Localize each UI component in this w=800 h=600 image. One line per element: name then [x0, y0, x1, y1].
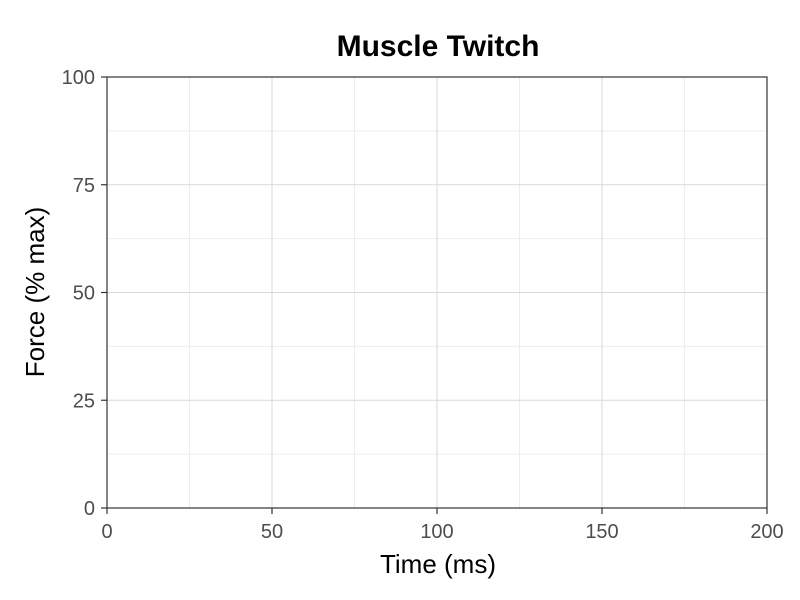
y-axis: 0 25 50 75 100 [62, 67, 107, 520]
y-tick-label: 25 [73, 390, 95, 412]
x-axis-label: Time (ms) [380, 549, 496, 579]
x-tick-label: 0 [101, 521, 112, 543]
x-tick-label: 150 [585, 521, 618, 543]
x-axis: 0 50 100 150 200 [101, 508, 784, 543]
x-tick-label: 50 [261, 521, 283, 543]
chart-title: Muscle Twitch [337, 30, 540, 63]
y-tick-label: 100 [62, 67, 95, 89]
y-tick-label: 50 [73, 283, 95, 305]
x-tick-label: 100 [420, 521, 453, 543]
y-tick-label: 0 [84, 498, 95, 520]
y-tick-label: 75 [73, 175, 95, 197]
grid [106, 76, 768, 509]
y-axis-label: Force (% max) [20, 207, 50, 377]
x-tick-label: 200 [750, 521, 783, 543]
